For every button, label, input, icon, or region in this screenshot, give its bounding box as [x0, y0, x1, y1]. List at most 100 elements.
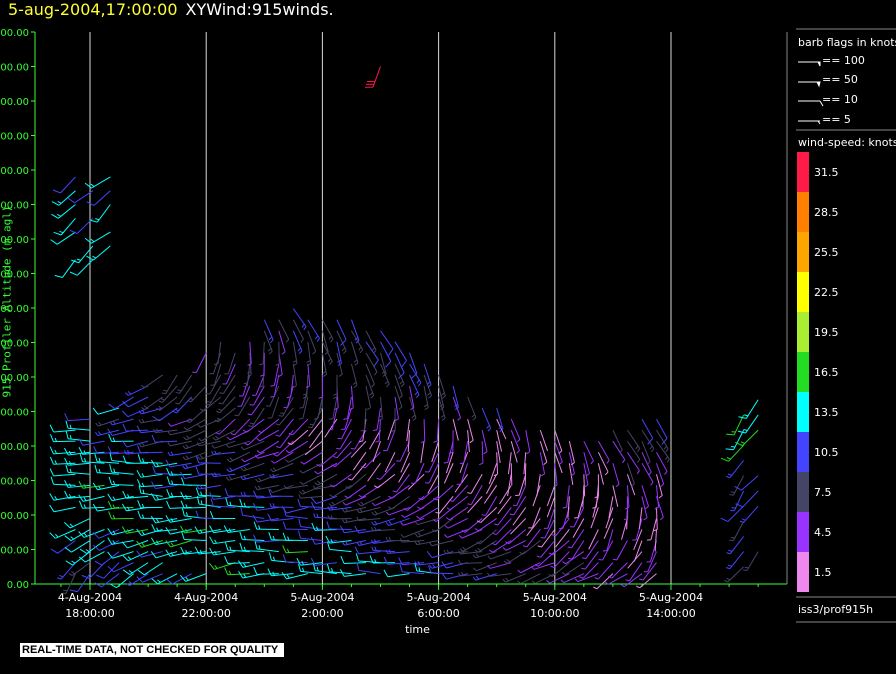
wind-barb-feather	[243, 535, 246, 540]
wind-barb-feather	[623, 517, 628, 521]
wind-barb-feather	[330, 505, 334, 510]
wind-barb-feather	[735, 441, 743, 447]
wind-barb-feather	[324, 351, 329, 355]
wind-barb-feather	[338, 373, 343, 377]
wind-barb-feather	[199, 484, 203, 489]
wind-barb-feather	[288, 432, 293, 436]
wind-barb-feather	[180, 477, 185, 486]
wind-barb	[626, 474, 636, 496]
wind-barb-feather	[243, 466, 247, 471]
wind-barb-feather	[725, 475, 731, 479]
wind-barb-feather	[248, 425, 253, 427]
wind-barb	[242, 495, 265, 497]
wind-barb-feather	[243, 502, 246, 507]
wind-barb-feather	[653, 528, 658, 532]
wind-barb	[315, 540, 338, 545]
wind-barb	[627, 451, 640, 471]
wind-barb	[475, 551, 497, 559]
x-tick-label-date: 5-Aug-2004	[639, 591, 703, 604]
wind-barb-feather	[344, 518, 348, 523]
wind-barb-feather	[64, 457, 69, 466]
wind-barb-feather	[225, 443, 230, 448]
wind-barb-feather	[211, 472, 214, 477]
wind-barb-feather	[165, 527, 171, 535]
wind-barb-feather	[196, 456, 201, 460]
wind-barb-feather	[108, 476, 113, 485]
wind-barb	[292, 418, 309, 436]
wind-barb-feather	[301, 323, 305, 328]
wind-barb	[438, 496, 454, 514]
wind-barb	[333, 473, 352, 488]
wind-barb-feather	[651, 448, 655, 453]
speed-color-swatch	[797, 272, 809, 312]
wind-barb	[77, 259, 94, 276]
wind-barb	[225, 363, 236, 385]
wind-barb-feather	[433, 440, 438, 443]
wind-barb-feather	[254, 540, 258, 549]
wind-barb-feather	[185, 550, 188, 555]
wind-barb-feather	[69, 229, 78, 235]
wind-barb-feather	[516, 450, 520, 454]
wind-barb-feather	[297, 530, 301, 539]
wind-barb	[127, 540, 149, 549]
wind-barb-feather	[354, 337, 359, 341]
wind-barb-feather	[64, 546, 72, 553]
wind-barb	[507, 452, 512, 475]
wind-barb	[307, 341, 312, 364]
wind-barb	[227, 528, 250, 533]
wind-barb-feather	[416, 515, 421, 520]
wind-barb	[553, 551, 570, 568]
speed-bin-label: 28.5	[814, 206, 839, 219]
wind-barb	[68, 471, 91, 475]
wind-barb	[727, 566, 744, 583]
wind-barb	[218, 418, 236, 435]
wind-barb-feather	[243, 382, 248, 385]
wind-barb	[209, 374, 222, 395]
wind-barb	[256, 573, 279, 575]
wind-barb-feather	[224, 567, 229, 575]
wind-barb-feather	[108, 403, 116, 410]
wind-barb	[179, 374, 193, 394]
wind-barb-feather	[259, 363, 264, 366]
wind-barb-feather	[69, 271, 78, 276]
wind-barb-feather	[175, 402, 180, 405]
wind-barb	[126, 429, 149, 432]
wind-barb-feather	[243, 429, 247, 433]
wind-barb-feather	[474, 549, 479, 553]
wind-barb-feather	[214, 450, 217, 455]
wind-barb-feather	[340, 555, 345, 564]
wind-barb	[286, 484, 308, 490]
wind-barb-feather	[487, 564, 491, 569]
wind-barb-feather	[418, 382, 422, 387]
barb-legend-10: == 10	[822, 93, 858, 106]
wind-barb	[554, 440, 563, 463]
wind-barb	[157, 573, 178, 585]
wind-barb-feather	[322, 374, 327, 377]
wind-barb-feather	[381, 370, 386, 374]
wind-barb	[292, 363, 297, 386]
wind-barb	[53, 483, 76, 486]
wind-barb-feather	[330, 538, 334, 543]
wind-barb-feather	[49, 446, 54, 455]
wind-barb-feather	[720, 517, 729, 522]
wind-barb-feather	[417, 506, 421, 510]
wind-barb	[214, 363, 222, 386]
y-tick-label: 3500.00	[0, 339, 29, 350]
wind-barb	[612, 440, 626, 460]
wind-barb	[97, 451, 120, 455]
wind-barb	[198, 494, 221, 497]
wind-barb	[496, 407, 504, 430]
wind-barb-feather	[306, 360, 311, 363]
wind-barb-feather	[310, 558, 316, 566]
wind-barb-feather	[483, 451, 488, 455]
wind-barb	[479, 529, 498, 545]
wind-barb	[612, 429, 623, 451]
wind-barb	[53, 506, 76, 513]
wind-barb-feather	[282, 532, 287, 541]
wind-barb-feather	[298, 494, 301, 499]
wind-barb-feather	[432, 497, 437, 501]
wind-barb-feather	[69, 468, 72, 473]
wind-barb-feather	[398, 557, 403, 565]
wind-barb-feather	[385, 511, 390, 516]
wind-barb-feather	[170, 542, 174, 547]
